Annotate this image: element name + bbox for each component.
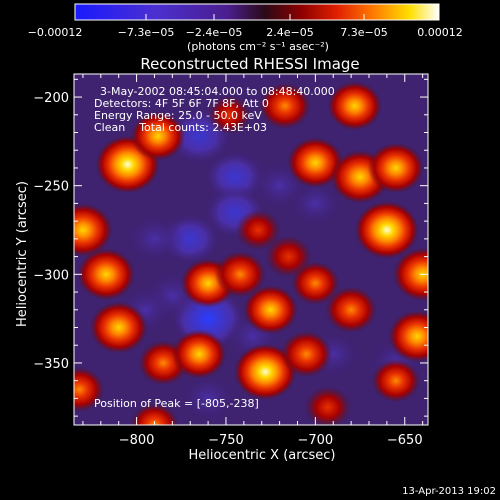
source-blob [74, 367, 105, 412]
source-blob [371, 359, 420, 403]
negative-blob [287, 179, 344, 228]
source-blob [89, 301, 148, 354]
source-blob [367, 142, 424, 194]
source-blob [304, 386, 352, 425]
y-tick-label: −200 [33, 91, 69, 106]
source-blob [130, 403, 179, 425]
axis-ticks [74, 74, 428, 425]
colorbar-tick-label: −2.4e−05 [186, 26, 243, 39]
chart-title: Reconstructed RHESSI Image [140, 55, 359, 73]
source-blob [235, 209, 281, 251]
source-blob [214, 251, 266, 298]
source-blob [287, 137, 344, 188]
colorbar-tick-label: 2.4e−05 [266, 26, 313, 39]
source-blob [259, 82, 311, 129]
source-blob [265, 235, 312, 278]
source-blob [234, 343, 297, 400]
x-tick-label: −750 [208, 433, 244, 448]
positive-blobs [74, 81, 428, 425]
x-tick-label: −650 [387, 433, 423, 448]
source-blob [327, 81, 382, 131]
y-tick-label: −350 [33, 357, 69, 372]
peak-position-label: Position of Peak = [-805,-238] [94, 397, 259, 410]
negative-blob [124, 213, 185, 265]
x-axis-label: Heliocentric X (arcsec) [189, 448, 336, 463]
time-range-label: 3-May-2002 08:45:04.000 to 08:48:40.000 [100, 85, 335, 98]
y-axis-label: Heliocentric Y (arcsec) [15, 181, 30, 327]
y-tick-label: −300 [33, 268, 69, 283]
source-blob [207, 95, 252, 135]
source-blob [325, 286, 377, 333]
plot-frame [73, 73, 429, 426]
detectors-label: Detectors: 4F 5F 6F 7F 8F, Att 0 [94, 97, 269, 110]
colorbar-unit-label: (photons cm⁻² s⁻¹ asec⁻²) [187, 40, 329, 53]
source-blob [243, 285, 298, 335]
colorbar [74, 3, 440, 21]
source-blob [354, 201, 419, 259]
source-blob [77, 248, 135, 301]
source-blob [171, 329, 227, 379]
energy-range-label: Energy Range: 25.0 - 50.0 keV [94, 109, 262, 122]
x-tick-label: −700 [298, 433, 334, 448]
colorbar-tick-label: 7.3e−05 [340, 26, 387, 39]
counts-label: Clean Total counts: 2.43E+03 [94, 121, 267, 134]
colorbar-tick-label: −7.3e−05 [118, 26, 175, 39]
source-blob [130, 111, 186, 161]
colorbar-ticks [74, 14, 440, 20]
negative-blob [178, 373, 238, 424]
colorbar-tick-label: −0.00012 [28, 26, 83, 39]
y-tick-label: −250 [33, 180, 69, 195]
source-blob [388, 310, 428, 363]
x-tick-label: −800 [119, 433, 155, 448]
colorbar-tick-label: 0.00012 [417, 26, 463, 39]
heatmap-layer [74, 81, 428, 425]
footer-timestamp: 13-Apr-2013 19:02 [402, 486, 496, 497]
source-blob [74, 203, 113, 257]
source-blob [280, 331, 333, 378]
source-blob [393, 247, 428, 301]
